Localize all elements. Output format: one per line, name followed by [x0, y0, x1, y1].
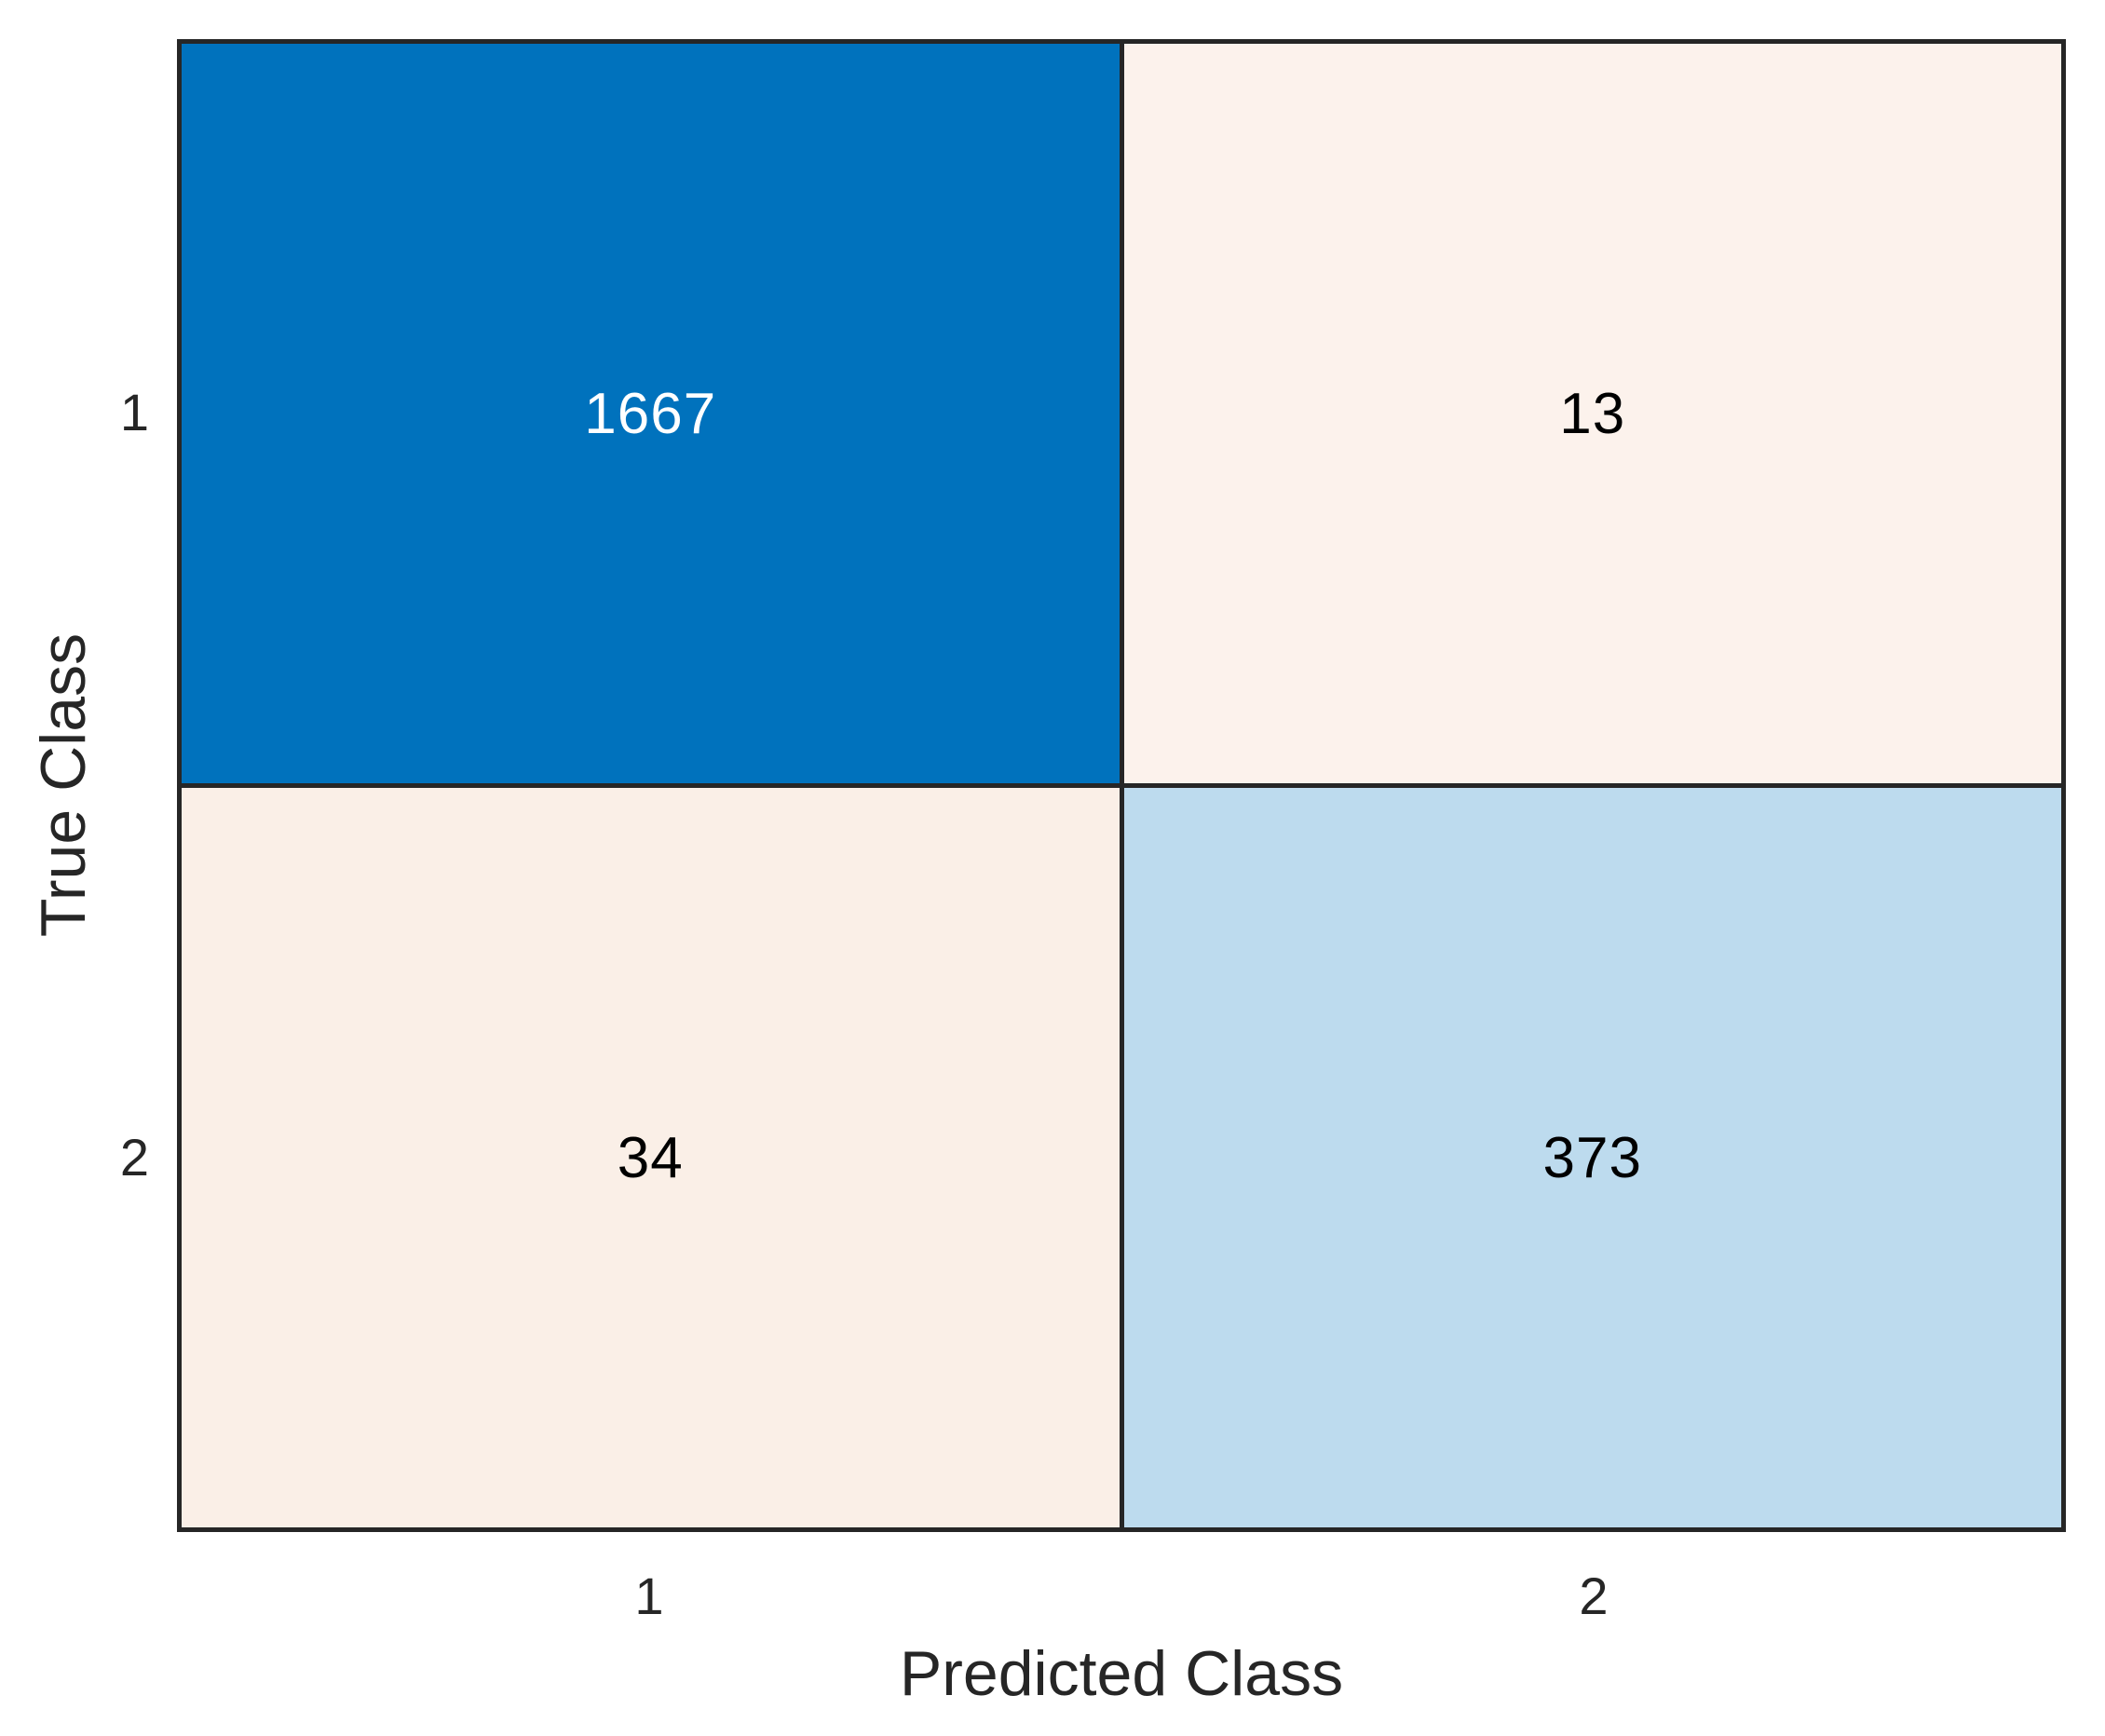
matrix-cell-true1-pred2: 13: [1123, 44, 2061, 783]
y-tick-label-2: 2: [119, 1128, 149, 1187]
x-axis-title: Predicted Class: [899, 1638, 1344, 1709]
x-tick-label-1: 1: [634, 1566, 664, 1625]
matrix-cell-true1-pred1: 1667: [182, 44, 1120, 783]
y-axis-title: True Class: [28, 632, 99, 938]
y-tick-label-1: 1: [119, 383, 149, 441]
matrix-cell-true2-pred1: 34: [182, 788, 1120, 1527]
x-tick-label-2: 2: [1579, 1566, 1609, 1625]
matrix-cell-true2-pred2: 373: [1123, 788, 2061, 1527]
matrix-grid: 1667 13 34 373: [177, 39, 2066, 1532]
